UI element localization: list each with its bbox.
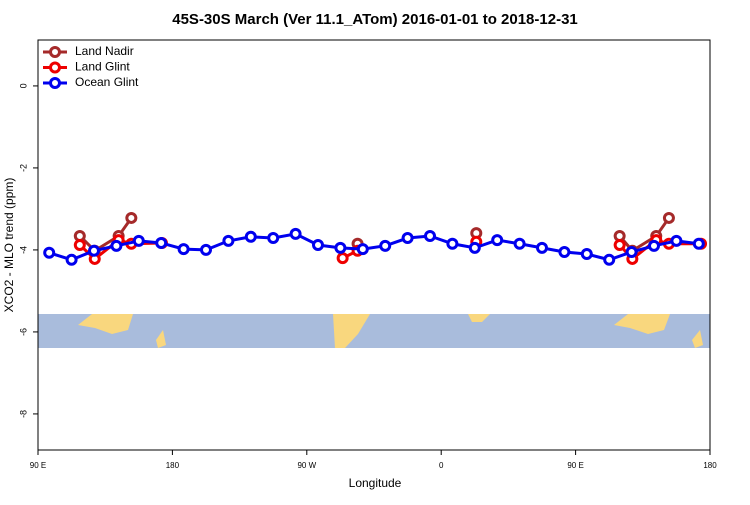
point bbox=[401, 232, 414, 245]
point bbox=[267, 232, 280, 245]
series-line bbox=[618, 217, 671, 253]
chart-title: 45S-30S March (Ver 11.1_ATom) 2016-01-01… bbox=[172, 11, 578, 28]
map-strip bbox=[38, 314, 710, 348]
point bbox=[491, 234, 504, 247]
series-line bbox=[78, 217, 133, 253]
point bbox=[43, 246, 56, 259]
point bbox=[73, 239, 86, 251]
point bbox=[132, 234, 145, 247]
point bbox=[379, 239, 392, 252]
point bbox=[580, 248, 593, 261]
point bbox=[536, 241, 548, 254]
point bbox=[670, 234, 683, 247]
y-tick-label: -8 bbox=[18, 410, 28, 418]
y-tick-label: 0 bbox=[18, 83, 28, 88]
point bbox=[446, 237, 459, 250]
point bbox=[88, 244, 100, 257]
y-tick-label: -6 bbox=[18, 328, 28, 336]
y-axis-label: XCO2 - MLO trend (ppm) bbox=[2, 178, 16, 313]
point bbox=[155, 236, 168, 249]
point bbox=[334, 241, 347, 254]
y-tick-label: -2 bbox=[18, 164, 28, 172]
legend-marker bbox=[49, 46, 61, 58]
point bbox=[125, 211, 138, 224]
point bbox=[336, 252, 349, 265]
point bbox=[177, 243, 190, 256]
x-tick-label: 90 E bbox=[30, 461, 46, 470]
x-tick-label: 180 bbox=[703, 461, 717, 470]
x-tick-label: 90 W bbox=[297, 461, 316, 470]
x-tick-label: 180 bbox=[166, 461, 180, 470]
x-tick-label: 90 E bbox=[567, 461, 583, 470]
legend-label: Land Glint bbox=[75, 60, 130, 74]
land-shapes bbox=[78, 314, 703, 348]
point bbox=[222, 234, 235, 247]
point bbox=[110, 239, 123, 252]
point bbox=[424, 229, 436, 242]
point bbox=[65, 253, 78, 266]
legend-label: Land Nadir bbox=[75, 44, 134, 58]
point bbox=[200, 243, 212, 256]
point bbox=[692, 237, 705, 250]
point bbox=[244, 230, 257, 243]
x-tick-label: 0 bbox=[439, 461, 444, 470]
x-axis-label: Longitude bbox=[349, 476, 402, 490]
point bbox=[312, 239, 324, 251]
point bbox=[468, 241, 481, 254]
point bbox=[625, 245, 638, 258]
point bbox=[289, 227, 302, 240]
plot-frame bbox=[37, 39, 711, 451]
legend-label: Ocean Glint bbox=[75, 75, 139, 89]
point bbox=[648, 239, 660, 252]
point bbox=[662, 211, 675, 224]
y-tick-label: -4 bbox=[18, 246, 28, 254]
series-line bbox=[48, 232, 699, 262]
point bbox=[513, 237, 526, 250]
point bbox=[603, 253, 616, 266]
point bbox=[356, 243, 369, 256]
legend-marker bbox=[49, 77, 61, 89]
point bbox=[613, 239, 626, 251]
point bbox=[558, 245, 571, 258]
legend-marker bbox=[49, 61, 61, 74]
